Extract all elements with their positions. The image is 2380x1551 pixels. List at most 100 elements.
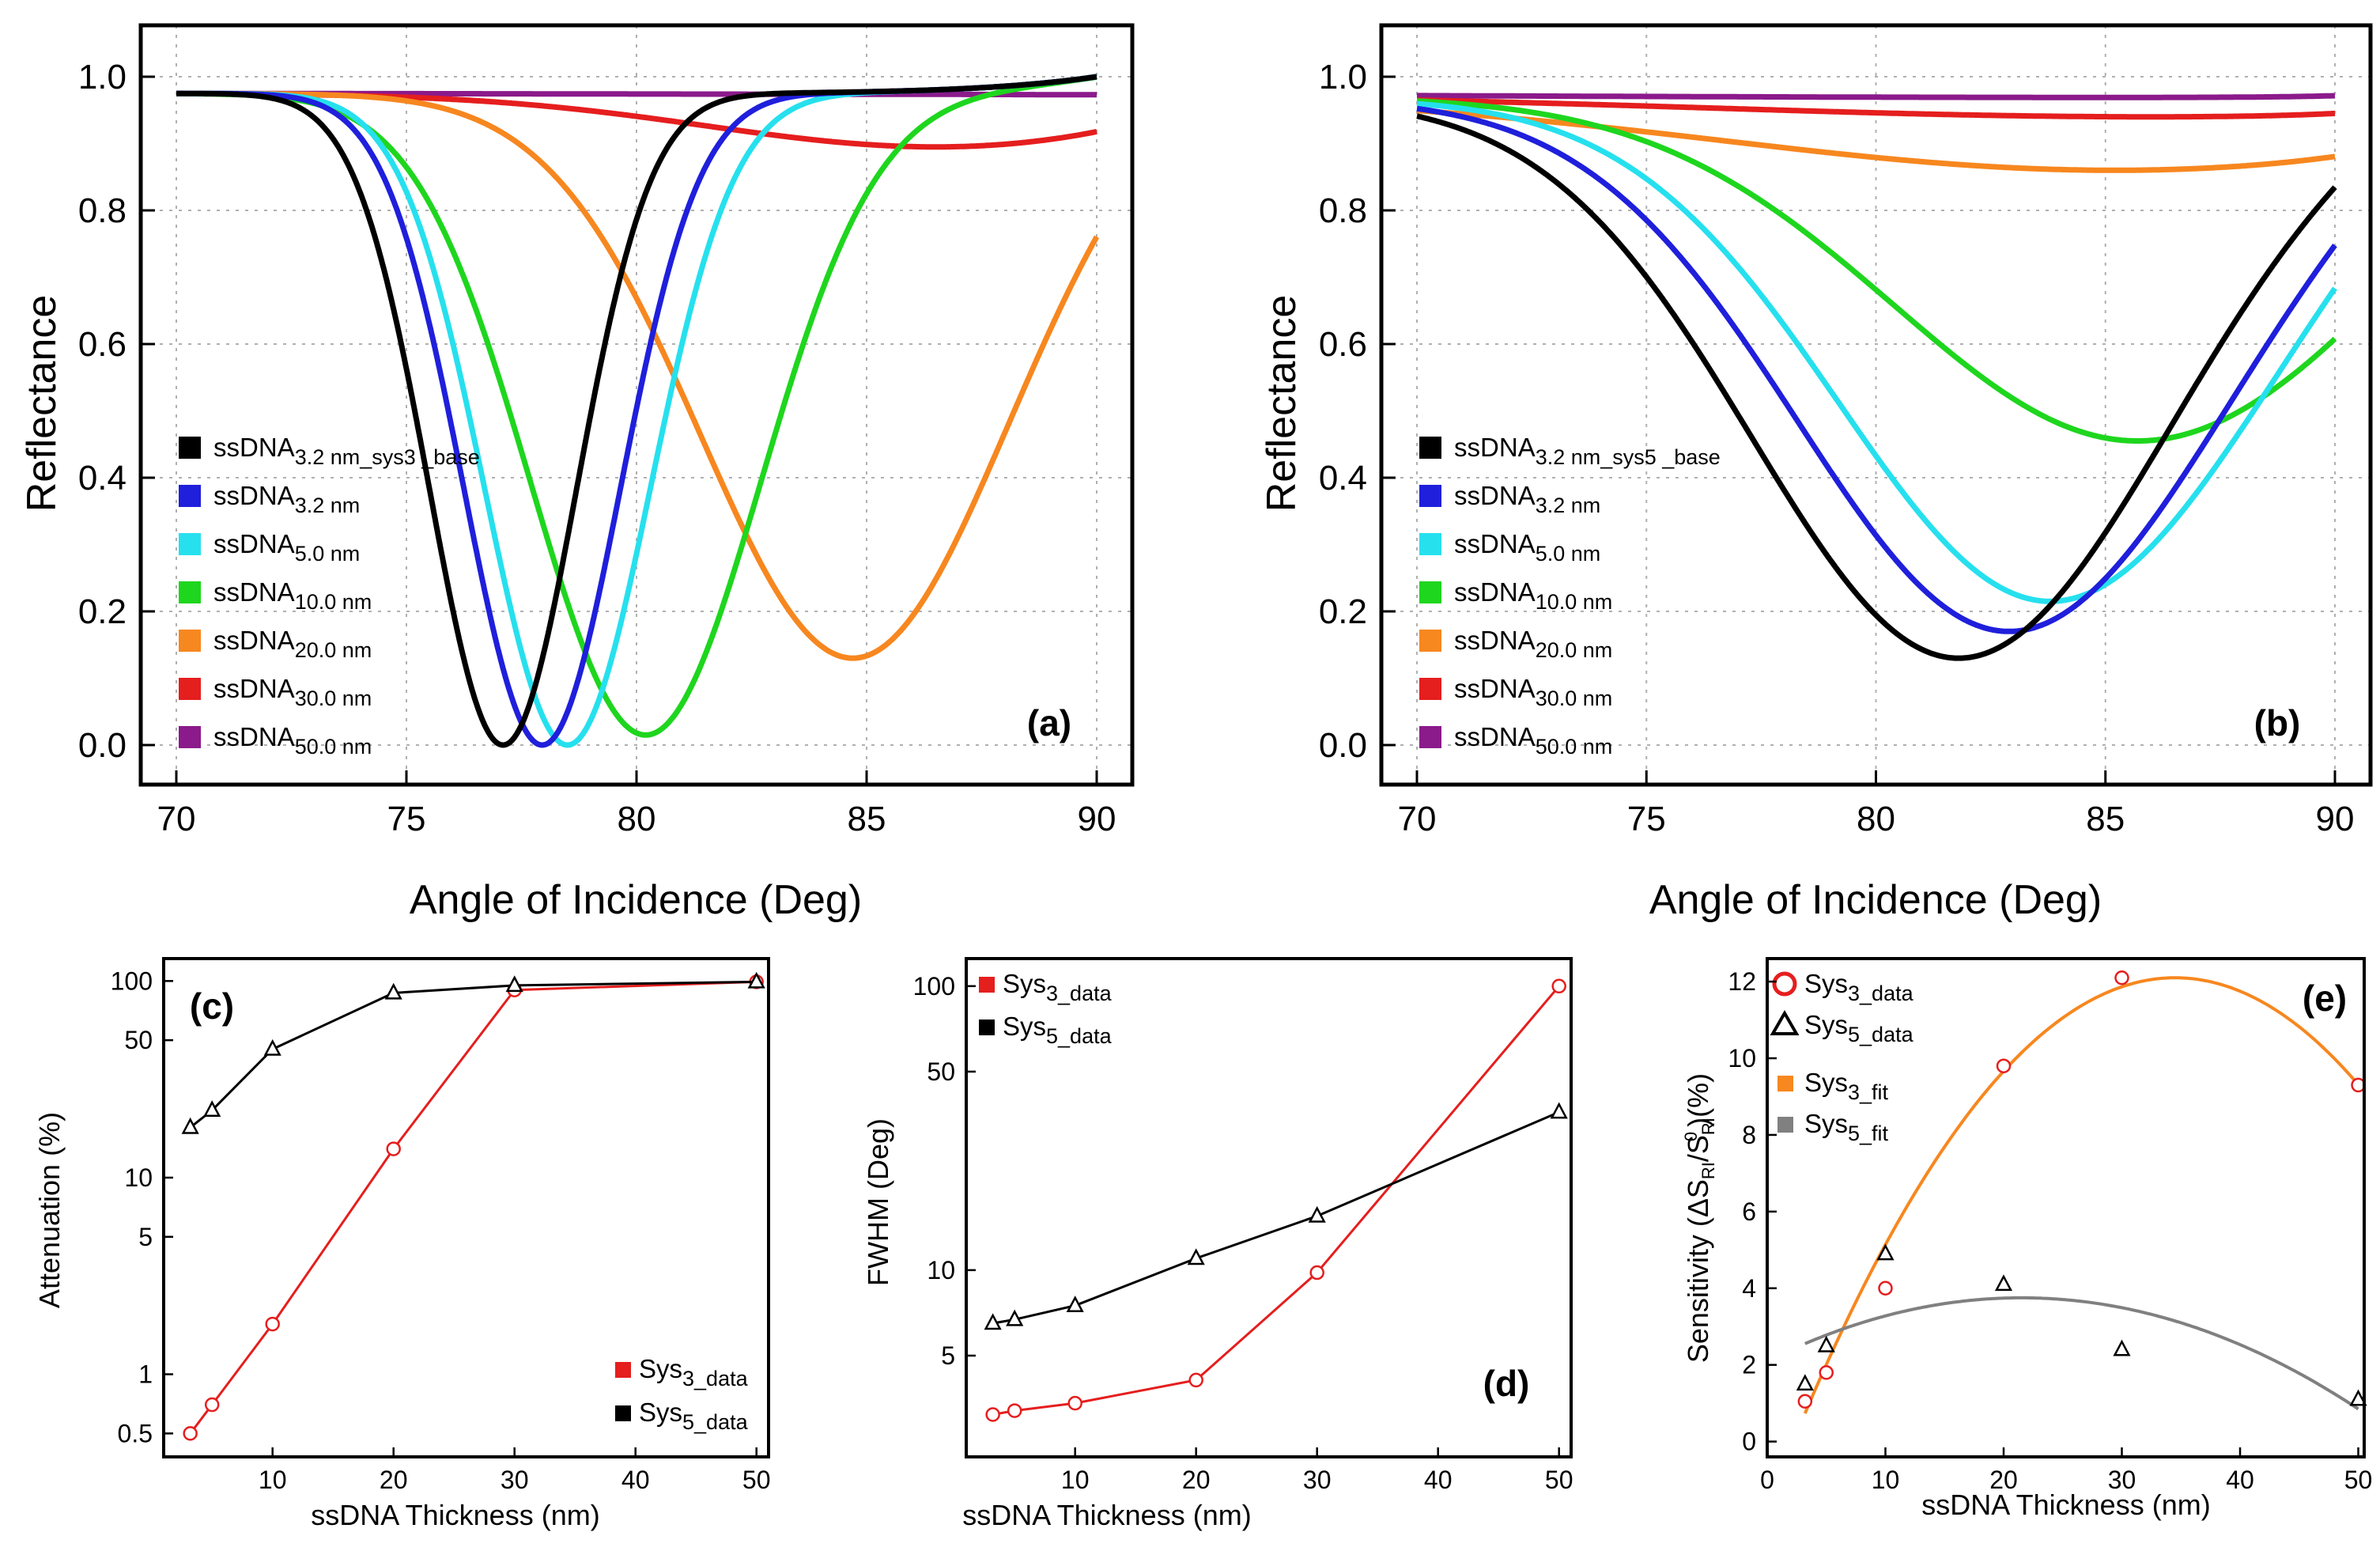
panel-e-point-5_data — [2349, 1389, 2367, 1406]
panel-d-point-3_data — [1551, 978, 1566, 994]
panel-d-legend-label-main: Sys — [1003, 1012, 1046, 1041]
panel-a-x-tick-label: 80 — [618, 800, 656, 838]
panel-e-x-tick-label: 0 — [1760, 1466, 1774, 1494]
panel-c-point-3_data — [204, 1397, 220, 1413]
panel-e-ylabel-part: /S — [1682, 1135, 1714, 1162]
panel-d-point-5_data — [1550, 1102, 1568, 1119]
panel-e-x-tick-label: 40 — [2226, 1466, 2254, 1494]
panel-c-legend-swatch — [615, 1405, 631, 1421]
panel-e-data — [1796, 970, 2367, 1414]
panel-d-legend-label: Sys5_data — [1003, 1012, 1113, 1048]
panel-e-point-3_data — [1996, 1058, 2012, 1073]
panel-a-grid — [141, 25, 1132, 785]
panel-a-label: (a) — [1027, 702, 1071, 743]
panel-e-legend-marker — [1770, 1009, 1800, 1035]
panel-d-y-tick-label: 5 — [941, 1341, 955, 1370]
panel-b-curve-10-0-nm — [1415, 98, 2337, 444]
panel-b-legend-label: ssDNA30.0 nm — [1454, 674, 1612, 710]
panel-b-legend-label-sub: 5.0 nm — [1536, 542, 1601, 566]
panel-c-point-5_data — [181, 1117, 199, 1134]
panel-c-x-tick-label: 40 — [621, 1466, 650, 1494]
panel-c-x-tick-label: 50 — [742, 1466, 771, 1494]
panel-b-legend-label: ssDNA50.0 nm — [1454, 722, 1612, 758]
panel-e-x-axis-label: ssDNA Thickness (nm) — [1921, 1489, 2210, 1521]
panel-d-y-tick-label: 50 — [927, 1057, 955, 1086]
panel-d-x-tick-label: 30 — [1303, 1466, 1332, 1494]
panel-a-legend-label: ssDNA10.0 nm — [213, 577, 372, 614]
panel-e-y-tick-label: 8 — [1742, 1121, 1756, 1149]
panel-d-y-tick-label: 100 — [913, 972, 955, 1001]
panel-a-legend-label: ssDNA30.0 nm — [213, 674, 372, 710]
panel-a-legend-label-sub: 5.0 nm — [295, 542, 361, 566]
panel-d-legend-label-sub: 3_data — [1046, 982, 1113, 1005]
panel-b-y-tick-label: 0.2 — [1319, 592, 1367, 631]
panel-c-point-5_data — [203, 1100, 221, 1118]
panel-a-curve-20-0-nm — [175, 90, 1100, 661]
panel-e-fit-3_fit — [1803, 976, 2360, 1414]
panel-a-legend-label-sub: 50.0 nm — [295, 735, 372, 758]
panel-d-point-5_data — [1066, 1296, 1084, 1312]
panel-e-legend-label: Sys3_data — [1804, 969, 1914, 1005]
panel-e-legend-label-sub: 5_fit — [1848, 1122, 1889, 1145]
panel-e-legend-label-main: Sys — [1804, 1068, 1848, 1097]
panel-e-point-3_data — [2114, 970, 2129, 985]
panel-a-y-tick-label: 0.4 — [78, 459, 127, 497]
panel-c-legend-label-main: Sys — [639, 1398, 682, 1427]
panel-e-point-5_data — [1796, 1374, 1814, 1391]
panel-d-x-tick-label: 40 — [1424, 1466, 1453, 1494]
panel-a-legend-label-sub: 3.2 nm — [295, 494, 361, 517]
panel-b-legend-label: ssDNA10.0 nm — [1454, 577, 1612, 614]
panel-c-point-5_data — [384, 982, 402, 1000]
panel-e-point-3_data — [1819, 1365, 1834, 1380]
panel-e-legend-swatch — [1777, 1076, 1793, 1091]
panel-d-label: (d) — [1483, 1363, 1530, 1404]
panel-c-y-tick-label: 1 — [138, 1360, 153, 1389]
panel-d-point-3_data — [1007, 1403, 1022, 1418]
panel-d-legend-label-sub: 5_data — [1046, 1024, 1113, 1048]
panel-c-legend-label-sub: 3_data — [682, 1367, 749, 1390]
panel-c-point-3_data — [265, 1316, 280, 1332]
panel-b-legend-swatch — [1419, 581, 1441, 603]
panel-e-legend-label: Sys5_fit — [1804, 1109, 1889, 1145]
panel-a-curve-3-2-nm-sys3-base — [175, 74, 1098, 748]
panel-e-x-tick-label: 20 — [1989, 1466, 2018, 1494]
panel-e-ylabel-part: RI — [1698, 1118, 1718, 1135]
panel-e-ylabel-part: Sensitivity (ΔS — [1682, 1179, 1714, 1363]
panel-e-y-tick-label: 10 — [1728, 1044, 1756, 1072]
panel-c-x-tick-label: 30 — [501, 1466, 529, 1494]
panel-b-x-axis-label: Angle of Incidence (Deg) — [1649, 877, 2102, 923]
panel-a-legend-label-main: ssDNA — [213, 674, 295, 703]
panel-c-point-5_data — [263, 1038, 281, 1056]
panel-c-label: (c) — [190, 985, 234, 1027]
panel-a-y-tick-label: 1.0 — [78, 58, 127, 96]
panel-a-curves — [175, 74, 1100, 748]
panel-e-legend-label-main: Sys — [1804, 1010, 1848, 1039]
panel-a-legend-swatch — [179, 485, 201, 507]
panel-c-legend: Sys3_data Sys5_data — [615, 1354, 749, 1434]
panel-b-legend-label: ssDNA5.0 nm — [1454, 529, 1600, 566]
panel-d-x-tick-label: 50 — [1545, 1466, 1573, 1494]
panel-e-y-axis-label: Sensitivity (ΔSRI/SRI0)(%) — [1681, 1073, 1718, 1363]
panel-e-point-5_data — [1876, 1243, 1895, 1261]
panel-c-y-tick-label: 100 — [111, 967, 153, 995]
panel-a-legend-label: ssDNA3.2 nm — [213, 481, 360, 517]
panel-c-data — [181, 971, 765, 1441]
panel-e-legend-label-sub: 3_fit — [1848, 1080, 1889, 1104]
panel-c-legend-label-main: Sys — [639, 1354, 682, 1383]
panel-b-x-tick-label: 85 — [2086, 800, 2125, 838]
panel-b-y-tick-label: 0.6 — [1319, 325, 1367, 364]
panel-c-legend-swatch — [615, 1362, 631, 1378]
panel-a-legend-label-main: ssDNA — [213, 433, 295, 462]
panel-c-y-tick-label: 5 — [138, 1223, 153, 1251]
panel-a-y-tick-label: 0.2 — [78, 592, 127, 631]
panel-a-legend-label-main: ssDNA — [213, 722, 295, 751]
panel-d-data — [984, 978, 1568, 1422]
panel-e-legend-label-sub: 3_data — [1848, 982, 1914, 1005]
panel-a-legend-label-sub: 20.0 nm — [295, 638, 372, 662]
panel-a-legend-label-main: ssDNA — [213, 529, 295, 558]
panel-c-legend-label: Sys5_data — [639, 1398, 749, 1434]
panel-c-x-axis-label: ssDNA Thickness (nm) — [311, 1499, 599, 1531]
panel-d-ticks: 10 20 30 40 50 5 10 50 100 — [913, 972, 1573, 1494]
panel-c-y-tick-label: 10 — [124, 1163, 153, 1192]
